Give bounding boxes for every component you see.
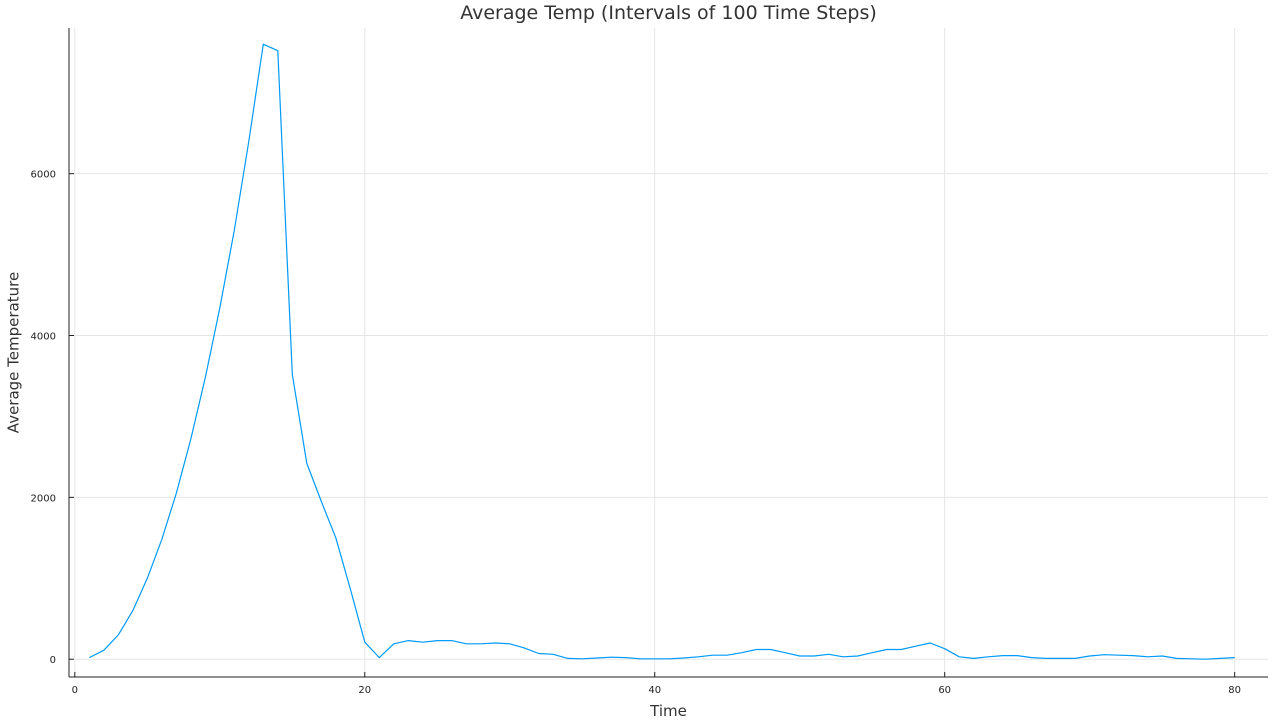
series	[89, 43, 1235, 660]
x-tick-label: 0	[72, 685, 78, 696]
y-tick-label: 0	[50, 655, 56, 666]
y-axis-label: Average Temperature	[5, 272, 23, 433]
x-tick-label: 60	[938, 685, 951, 696]
y-tick-label: 6000	[31, 170, 56, 181]
x-tick-label: 80	[1228, 685, 1241, 696]
grid	[69, 28, 1268, 677]
x-tick-label: 40	[648, 685, 661, 696]
series-line	[89, 43, 1235, 660]
ticks: 0 20 40 60 80 0 2000 4000 6000	[31, 170, 1241, 696]
x-tick-label: 20	[358, 685, 371, 696]
y-tick-label: 4000	[31, 332, 56, 343]
x-axis-label: Time	[649, 702, 687, 720]
y-tick-label: 2000	[31, 493, 56, 504]
axes	[68, 28, 1268, 678]
chart-title: Average Temp (Intervals of 100 Time Step…	[460, 2, 877, 24]
